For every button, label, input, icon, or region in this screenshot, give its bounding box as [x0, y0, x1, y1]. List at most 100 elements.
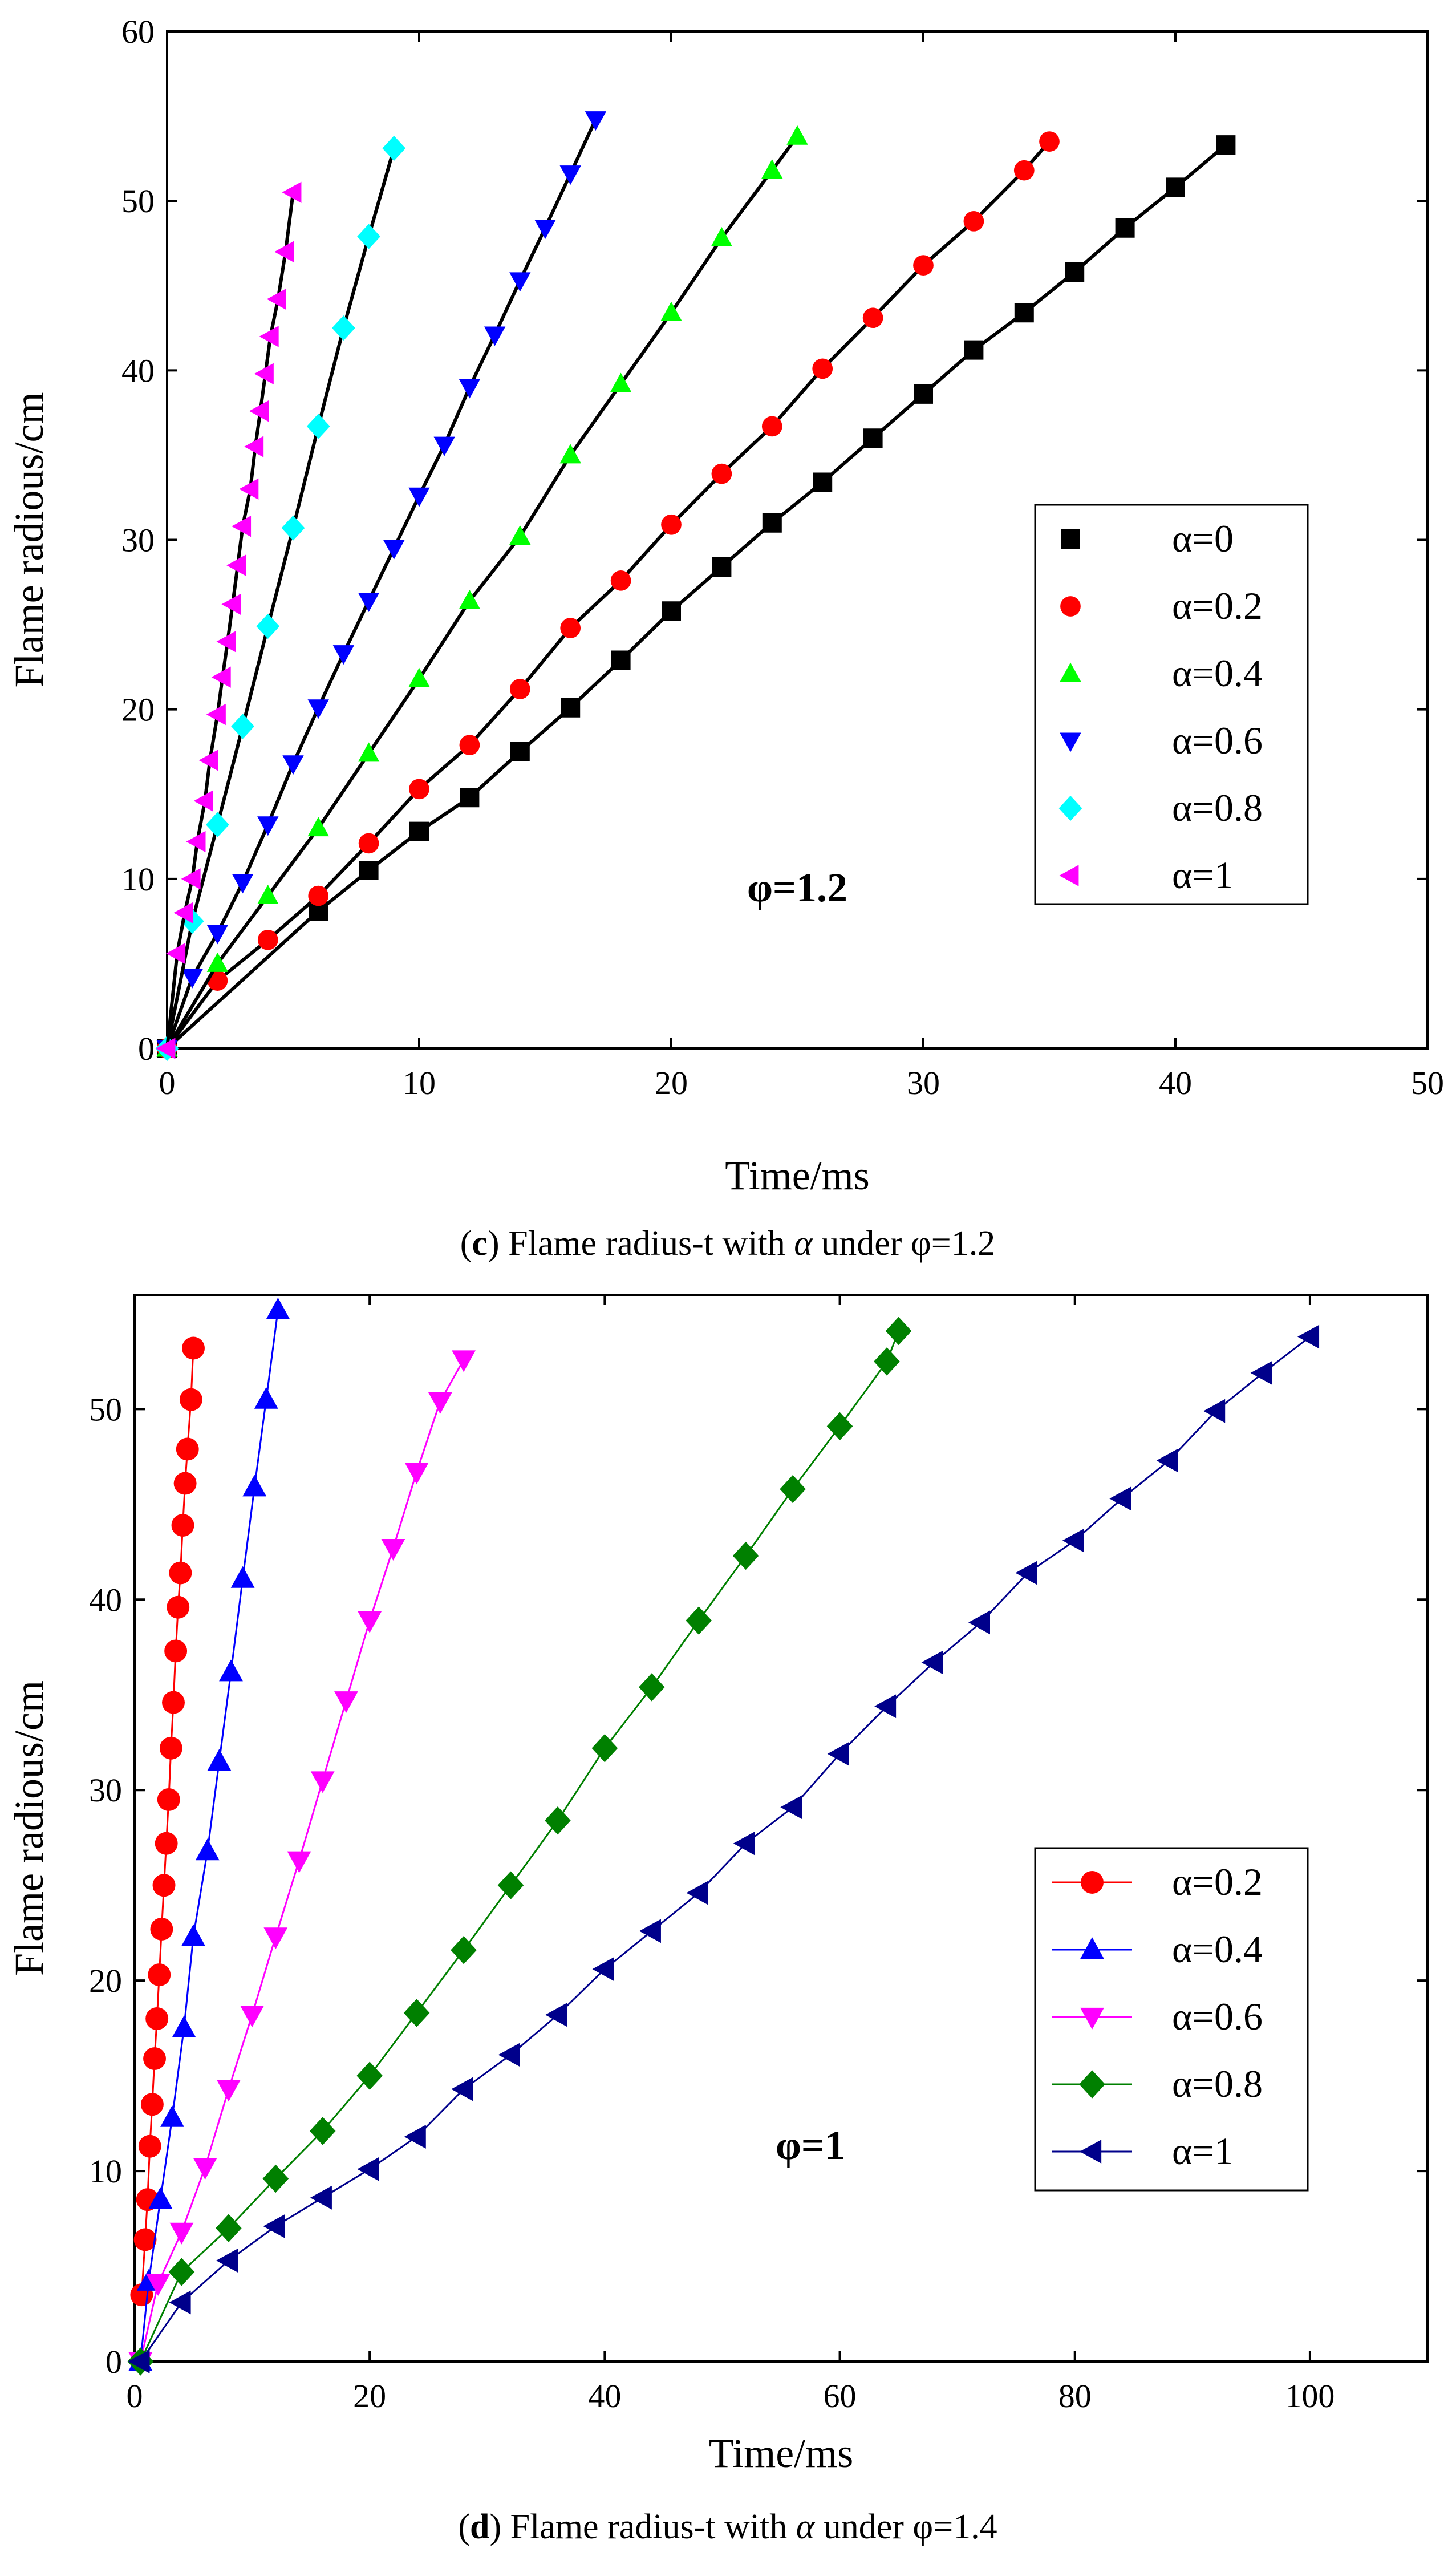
data-point — [1216, 135, 1236, 155]
plot-frame — [133, 1294, 1429, 2363]
data-point — [249, 400, 269, 422]
data-point — [232, 874, 254, 894]
data-point — [133, 2228, 157, 2251]
legend-marker — [1080, 2007, 1104, 2030]
data-point — [358, 593, 380, 613]
data-point — [761, 159, 783, 179]
data-point — [310, 1771, 335, 1793]
caption-letter: c — [472, 1224, 488, 1263]
legend-label: α=0.4 — [1172, 651, 1263, 695]
data-point — [216, 631, 236, 653]
y-axis-label: Flame radious/cm — [6, 392, 52, 688]
data-point — [162, 1691, 185, 1714]
series-1 — [128, 1297, 290, 2371]
data-point — [148, 1963, 171, 1987]
data-point — [610, 570, 631, 591]
data-point — [780, 1475, 806, 1504]
data-point — [863, 428, 883, 448]
data-point — [140, 2093, 164, 2116]
data-point — [307, 699, 329, 719]
data-point — [733, 1831, 755, 1856]
data-point — [1062, 1528, 1084, 1553]
data-point — [451, 1936, 477, 1964]
data-point — [382, 135, 406, 161]
data-point — [381, 1538, 405, 1561]
data-point — [545, 2003, 567, 2027]
x-tick-label: 40 — [588, 2377, 621, 2415]
series-2 — [128, 1350, 476, 2374]
data-point — [545, 1806, 571, 1835]
x-tick-label: 100 — [1285, 2377, 1335, 2415]
y-tick-label: 0 — [138, 1030, 155, 1067]
data-point — [813, 472, 833, 492]
data-point — [146, 2274, 171, 2296]
data-point — [159, 1736, 182, 1760]
data-point — [257, 816, 279, 836]
data-point — [193, 790, 213, 812]
data-point — [287, 1851, 311, 1873]
data-point — [762, 513, 782, 533]
data-point — [874, 1347, 900, 1376]
data-point — [138, 2134, 161, 2158]
x-tick-label: 0 — [159, 1064, 176, 1101]
data-point — [786, 125, 808, 145]
y-tick-label: 50 — [89, 1391, 122, 1428]
data-point — [404, 1463, 429, 1485]
x-tick-label: 30 — [907, 1064, 940, 1101]
data-point — [560, 618, 581, 638]
x-tick-label: 0 — [127, 2377, 143, 2415]
data-point — [357, 224, 380, 249]
series-3 — [127, 1317, 912, 2376]
data-point — [181, 969, 203, 989]
data-point — [232, 516, 252, 537]
y-axis-label: Flame radious/cm — [6, 1680, 52, 1976]
data-point — [452, 1350, 476, 1372]
data-point — [266, 288, 286, 310]
data-point — [862, 307, 883, 329]
data-point — [408, 487, 430, 507]
legend-marker — [1081, 1871, 1104, 1894]
data-point — [510, 742, 530, 761]
data-point — [761, 416, 782, 437]
data-point — [662, 601, 681, 621]
legend-marker — [1060, 662, 1081, 682]
data-point — [610, 372, 632, 392]
legend-label: α=1 — [1172, 853, 1234, 897]
data-point — [332, 315, 355, 341]
data-point — [826, 1412, 853, 1441]
data-point — [307, 817, 329, 837]
data-point — [282, 181, 302, 204]
data-point — [592, 1957, 614, 1982]
legend-label: α=0.8 — [1172, 786, 1263, 829]
data-point — [176, 1437, 199, 1461]
phi-annotation: φ=1 — [776, 2122, 845, 2168]
data-point — [254, 363, 274, 384]
legend-marker — [1058, 795, 1082, 821]
data-point — [356, 2061, 383, 2090]
data-point — [256, 613, 280, 639]
data-point — [639, 1919, 661, 1943]
series-line — [140, 1348, 194, 2295]
legend-marker — [1059, 865, 1079, 886]
series-2 — [156, 125, 808, 1057]
caption-before-alpha: Flame radius-t with — [501, 2508, 796, 2546]
data-point — [712, 557, 732, 577]
data-point — [913, 255, 934, 276]
data-point — [460, 788, 480, 808]
data-point — [240, 2006, 264, 2028]
y-tick-label: 10 — [121, 861, 155, 898]
legend-marker — [1060, 732, 1081, 752]
data-point — [173, 902, 193, 923]
data-point — [262, 2164, 289, 2193]
data-point — [206, 703, 226, 726]
data-point — [459, 589, 481, 609]
data-point — [164, 1639, 188, 1663]
data-point — [152, 1874, 176, 1897]
x-tick-label: 40 — [1159, 1064, 1192, 1101]
data-point — [686, 1606, 712, 1635]
series-0 — [130, 1336, 205, 2307]
data-point — [358, 742, 380, 762]
data-point — [259, 326, 279, 347]
data-point — [639, 1673, 665, 1702]
caption-letter: d — [470, 2508, 489, 2546]
